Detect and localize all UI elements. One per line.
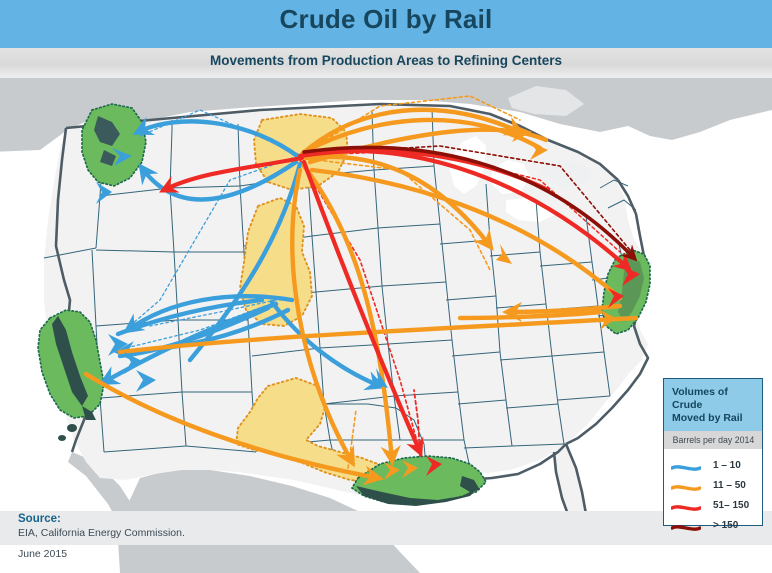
flow-lines-orange bbox=[83, 107, 639, 486]
legend-label: 11 – 50 bbox=[713, 479, 746, 491]
us-landmass bbox=[44, 104, 652, 526]
refining-center-pacific-northwest bbox=[81, 103, 147, 187]
page-subtitle: Movements from Production Areas to Refin… bbox=[209, 53, 563, 68]
legend-swatch-red bbox=[670, 500, 702, 511]
legend-swatch-darkred bbox=[670, 520, 702, 531]
subtitle-band bbox=[0, 48, 772, 78]
source-text: EIA, California Energy Commission. bbox=[18, 527, 185, 539]
legend-header: Volumes of Crude Moved by Rail bbox=[664, 379, 762, 431]
publication-date: June 2015 bbox=[18, 548, 68, 560]
legend-row: 11 – 50 bbox=[664, 475, 762, 495]
flow-lines-darkred bbox=[302, 145, 638, 262]
source-label: Source: bbox=[18, 513, 61, 525]
legend-swatch-blue bbox=[670, 460, 702, 471]
legend-label: 1 – 10 bbox=[713, 459, 741, 471]
legend-title-line1: Volumes of Crude bbox=[672, 386, 728, 411]
legend-title-line2: Moved by Rail bbox=[672, 412, 743, 424]
legend-row: 1 – 10 bbox=[664, 455, 762, 475]
legend-swatch-orange bbox=[670, 480, 702, 491]
header-band bbox=[0, 0, 772, 48]
refining-center-gulf-coast bbox=[350, 455, 488, 506]
legend: Volumes of Crude Moved by Rail Barrels p… bbox=[663, 378, 763, 531]
page-title: Crude Oil by Rail bbox=[279, 4, 493, 34]
legend-units: Barrels per day 2014 bbox=[664, 431, 762, 449]
footer-band bbox=[0, 511, 772, 545]
legend-row: > 150 bbox=[664, 515, 762, 535]
legend-label: 51– 150 bbox=[713, 499, 750, 511]
legend-rows: 1 – 10 11 – 50 51– 150 > 150 bbox=[664, 449, 762, 535]
source-block: Source: EIA, California Energy Commissio… bbox=[18, 513, 185, 540]
destination-arrowheads bbox=[96, 124, 640, 480]
refining-centers bbox=[37, 103, 651, 506]
refining-center-california bbox=[37, 309, 105, 441]
legend-label: > 150 bbox=[713, 519, 739, 531]
legend-row: 51– 150 bbox=[664, 495, 762, 515]
